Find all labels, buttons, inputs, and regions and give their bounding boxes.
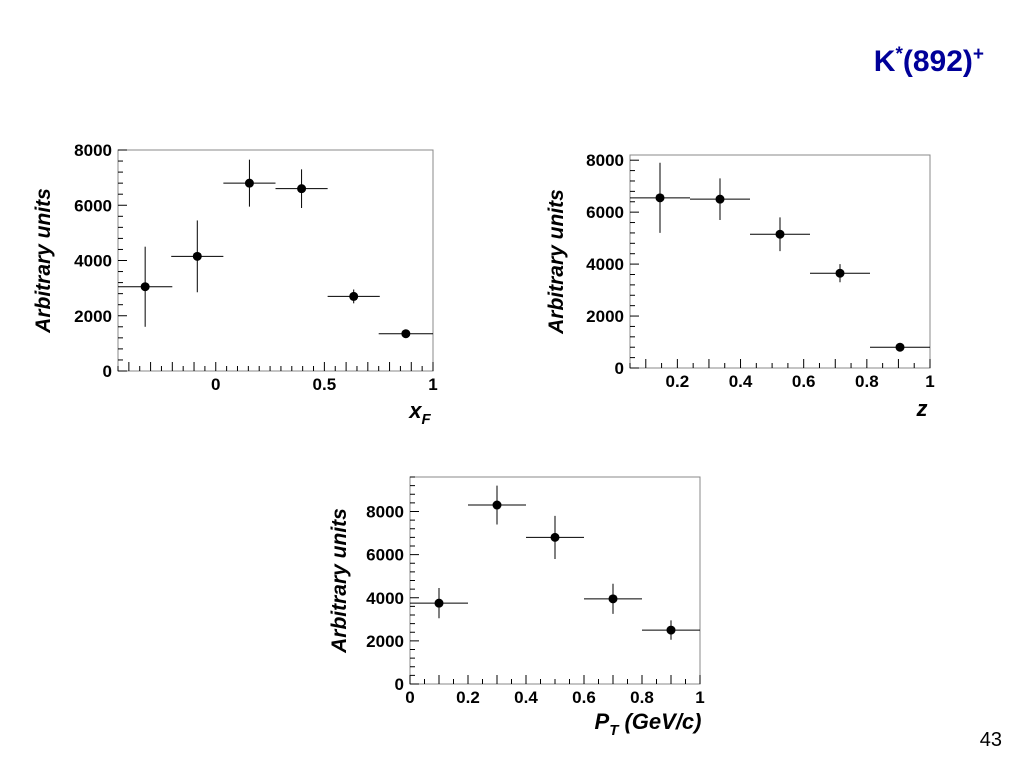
data-point (608, 594, 618, 604)
data-point (895, 342, 905, 352)
x-axis-label-main: z (916, 396, 928, 421)
x-tick-label: 0.4 (514, 688, 538, 707)
x-tick-label: 0.8 (855, 372, 879, 391)
data-point (140, 282, 150, 292)
y-tick-label: 0 (103, 362, 112, 381)
plot-frame (629, 154, 931, 369)
y-axis-label: Arbitrary units (328, 508, 351, 654)
page-number: 43 (979, 729, 1002, 751)
chart-pt: 0 2000 4000 6000 8000 0 0.2 0.4 0.6 0.8 1 Arbitrary… (328, 476, 705, 739)
y-tick-label: 2000 (586, 307, 624, 326)
data-point (192, 251, 202, 261)
y-tick-label: 2000 (74, 307, 112, 326)
y-tick-label: 8000 (586, 151, 624, 170)
chart-z: 0 2000 4000 6000 8000 0.2 0.4 0.6 0.8 1 Arbitrary … (545, 151, 935, 421)
data-point (655, 193, 665, 203)
x-tick-label: 0.2 (456, 688, 480, 707)
data-point (550, 532, 560, 542)
x-tick-label: 1 (428, 375, 437, 394)
data-point (666, 625, 676, 635)
y-tick-label: 8000 (74, 141, 112, 160)
title-superscript-charge: + (972, 44, 984, 65)
data-point (244, 178, 254, 188)
plot-frame (409, 476, 701, 685)
y-axis-label: Arbitrary units (32, 188, 55, 334)
x-axis-label-main: P (595, 709, 610, 734)
x-axis-label-subscript: F (422, 411, 432, 428)
x-tick-label: 0.2 (666, 372, 690, 391)
data-point (715, 194, 725, 204)
x-tick-label: 0.6 (572, 688, 596, 707)
x-tick-label: 0 (405, 688, 414, 707)
y-tick-label: 4000 (586, 255, 624, 274)
y-tick-label: 6000 (586, 203, 624, 222)
title-superscript-star: * (895, 44, 903, 65)
slide-title: K*(892)+ (874, 44, 984, 79)
x-axis-label-suffix: (GeV/c) (618, 709, 701, 734)
y-tick-label: 2000 (366, 632, 404, 651)
x-axis-label: xF (408, 398, 431, 428)
x-tick-label: 0 (211, 375, 220, 394)
y-tick-label: 4000 (74, 252, 112, 271)
x-tick-label: 1 (695, 688, 704, 707)
x-axis-label: PT (GeV/c) (595, 709, 702, 739)
y-tick-label: 0 (615, 359, 624, 378)
title-mass: (892) (902, 45, 973, 78)
data-point (492, 500, 502, 510)
data-point (297, 184, 307, 194)
x-tick-label: 1 (925, 372, 934, 391)
x-tick-label: 0.8 (630, 688, 654, 707)
title-main: K (873, 45, 896, 78)
y-tick-label: 0 (395, 675, 404, 694)
y-tick-label: 6000 (366, 546, 404, 565)
data-point (835, 268, 845, 278)
x-tick-label: 0.5 (313, 375, 337, 394)
chart-xf: 0 2000 4000 6000 8000 0 0.5 1 Arbitrary units xF (32, 141, 438, 428)
x-tick-label: 0.4 (729, 372, 753, 391)
y-tick-label: 4000 (366, 589, 404, 608)
x-axis-label: z (916, 396, 928, 421)
data-point (434, 598, 444, 608)
x-tick-label: 0.6 (792, 372, 816, 391)
y-axis-label: Arbitrary units (545, 189, 568, 335)
data-point (775, 229, 785, 239)
y-tick-label: 8000 (366, 503, 404, 522)
x-axis-label-main: x (408, 398, 422, 423)
data-point (401, 329, 411, 339)
y-tick-label: 6000 (74, 196, 112, 215)
data-point (349, 291, 359, 301)
x-axis-label-subscript: T (609, 722, 620, 739)
